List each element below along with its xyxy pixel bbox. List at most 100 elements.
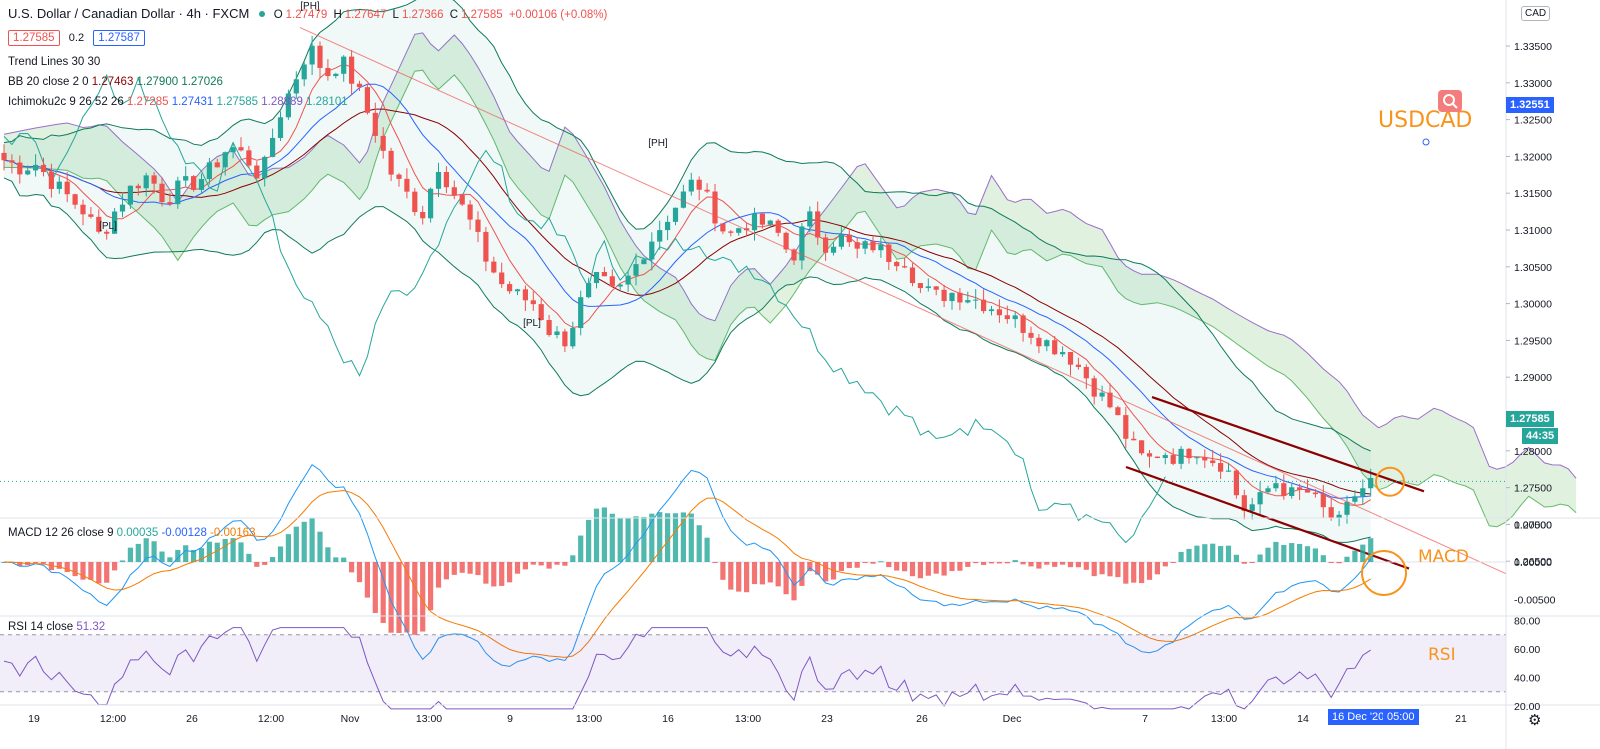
macd-histogram-bar: [807, 562, 813, 572]
macd-histogram-bar: [696, 525, 702, 562]
current-date-label: 16 Dec '20: [1328, 709, 1389, 725]
macd-histogram-bar: [1012, 560, 1018, 562]
macd-histogram-bar: [1075, 562, 1081, 568]
candle-body: [625, 275, 631, 285]
macd-legend[interactable]: MACD 12 26 close 9 0.00035 -0.00128 -0.0…: [8, 527, 256, 539]
macd-histogram-bar: [222, 538, 228, 562]
rsi-band: [0, 634, 1506, 692]
macd-histogram-bar: [1067, 562, 1074, 568]
anchor-dot: [1422, 138, 1430, 146]
macd-histogram-bar: [380, 562, 386, 623]
macd-histogram-bar: [846, 562, 852, 569]
candle-body: [1344, 501, 1350, 515]
rsi-legend[interactable]: RSI 14 close 51.32: [8, 621, 106, 633]
macd-histogram-bar: [183, 545, 189, 562]
macd-histogram-bar: [349, 562, 355, 573]
candle-body: [1312, 492, 1318, 495]
macd-histogram-bar: [17, 562, 23, 567]
search-icon[interactable]: [1438, 90, 1462, 112]
rsi-pane[interactable]: [0, 627, 1506, 710]
candle-body: [570, 328, 576, 347]
time-tick-label: 26: [916, 713, 928, 725]
macd-histogram-bar: [870, 562, 876, 564]
candle-body: [1257, 492, 1263, 505]
candle-body: [988, 309, 995, 312]
macd-histogram-bar: [815, 562, 821, 575]
macd-tick-label: 0.00500: [1514, 520, 1552, 532]
trendlines-legend[interactable]: Trend Lines 30 30: [8, 56, 101, 68]
macd-histogram-bar: [862, 562, 868, 563]
candle-body: [333, 73, 339, 77]
candle-body: [1131, 438, 1137, 441]
macd-histogram-bar: [1154, 562, 1160, 575]
macd-histogram-bar: [894, 562, 900, 571]
price-pane[interactable]: [PH] [PL] [PH] [PL]: [0, 0, 1577, 575]
candle-body: [909, 267, 916, 284]
bollinger-fill: [4, 0, 1371, 543]
macd-histogram-bar: [593, 508, 600, 562]
pivot-label: [PL]: [99, 221, 117, 232]
candle-body: [1273, 483, 1279, 489]
macd-histogram-bar: [1186, 548, 1192, 562]
symbol-title[interactable]: U.S. Dollar / Canadian Dollar · 4h · FXC…: [8, 6, 250, 21]
current-time-label: 05:00: [1383, 709, 1419, 725]
bb-legend[interactable]: BB 20 close 2 0 1.27463 1.27900 1.27026: [8, 76, 223, 88]
macd-histogram-bar: [720, 562, 726, 580]
candle-body: [1241, 495, 1247, 511]
candle-body: [1289, 487, 1295, 496]
macd-histogram-bar: [262, 562, 268, 565]
candle-body: [491, 261, 497, 273]
macd-histogram-bar: [270, 557, 276, 562]
macd-histogram-bar: [1146, 562, 1153, 580]
candle-body: [1186, 448, 1192, 459]
ichimoku-span-a: [3, 69, 1577, 528]
candle-body: [791, 249, 797, 261]
price-tick-label: 1.33000: [1514, 78, 1552, 90]
candle-body: [420, 212, 426, 219]
candle-body: [878, 244, 884, 251]
candle-body: [1028, 332, 1034, 338]
candle-body: [198, 179, 205, 190]
candle-body: [9, 160, 15, 163]
ichimoku-legend[interactable]: Ichimoku2c 9 26 52 26 1.27285 1.27431 1.…: [8, 96, 348, 108]
candle-body: [1044, 340, 1050, 347]
currency-button[interactable]: CAD: [1521, 6, 1551, 21]
candle-body: [349, 56, 355, 84]
macd-histogram-bar: [1210, 543, 1216, 562]
macd-histogram-bar: [1225, 545, 1232, 562]
candle-body: [1194, 457, 1200, 459]
macd-histogram-bar: [586, 519, 592, 562]
macd-histogram-bar: [404, 562, 410, 633]
candle-body: [1083, 366, 1089, 379]
time-tick-label: 19: [28, 713, 40, 725]
time-tick-label: Dec: [1003, 713, 1022, 725]
candle-body: [933, 286, 939, 290]
macd-histogram-bar: [214, 542, 220, 562]
candle-body: [1075, 364, 1081, 367]
macd-histogram-bar: [412, 562, 418, 635]
time-tick-label: 13:00: [1211, 713, 1237, 725]
macd-histogram-bar: [680, 512, 686, 562]
candle-body: [823, 237, 829, 253]
macd-histogram-bar: [1360, 544, 1366, 562]
macd-histogram-bar: [973, 562, 979, 564]
sell-button[interactable]: 1.27585: [8, 30, 60, 46]
macd-histogram-bar: [1099, 562, 1105, 575]
candle-body: [578, 297, 584, 329]
pivot-label: [PL]: [523, 318, 541, 329]
candle-body: [459, 194, 465, 205]
macd-pane[interactable]: [0, 463, 1506, 667]
symbol-header[interactable]: U.S. Dollar / Canadian Dollar · 4h · FXC…: [8, 6, 610, 21]
time-tick-label: 13:00: [576, 713, 602, 725]
macd-histogram-bar: [1052, 562, 1058, 567]
price-tick-label: 1.30000: [1514, 299, 1552, 311]
candle-body: [191, 176, 197, 190]
rsi-tick-label: 60.00: [1514, 644, 1540, 656]
candle-body: [404, 178, 410, 192]
time-tick-label: 12:00: [100, 713, 126, 725]
settings-gear-icon[interactable]: ⚙: [1528, 712, 1542, 729]
buy-button[interactable]: 1.27587: [93, 30, 145, 46]
macd-histogram-bar: [799, 562, 805, 586]
candle-body: [1115, 407, 1121, 416]
